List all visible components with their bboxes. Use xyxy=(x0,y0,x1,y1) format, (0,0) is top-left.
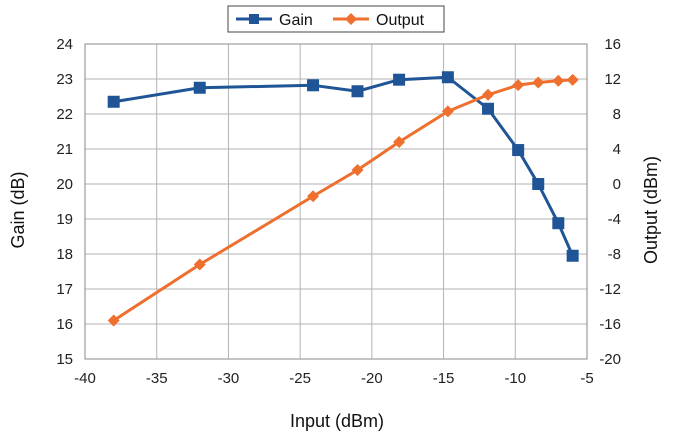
output-point xyxy=(512,79,525,92)
left-y-tick-label: 19 xyxy=(56,211,73,228)
right-y-axis-title: Output (dBm) xyxy=(641,156,661,264)
output-point xyxy=(393,136,406,148)
x-axis-title: Input (dBm) xyxy=(290,411,384,431)
output-point xyxy=(482,88,495,101)
right-y-axis-ticks: -20 -16 -12 -8 -4 0 4 8 12 16 xyxy=(599,36,621,368)
gain-point xyxy=(566,249,579,262)
plot-area xyxy=(84,43,588,360)
legend-gain-marker xyxy=(249,14,259,24)
legend-gain-label: Gain xyxy=(279,12,313,29)
left-y-tick-label: 18 xyxy=(56,246,73,263)
x-tick-label: -25 xyxy=(289,370,311,387)
gain-line xyxy=(113,75,575,257)
output-point xyxy=(532,76,545,89)
right-y-tick-label: -4 xyxy=(608,211,621,228)
series-layer xyxy=(107,71,579,327)
right-y-tick-label: 16 xyxy=(604,36,621,53)
gain-point xyxy=(307,79,320,92)
series-output xyxy=(107,73,579,327)
legend-output-label: Output xyxy=(376,12,425,29)
x-tick-label: -40 xyxy=(74,370,96,387)
output-point xyxy=(193,258,206,271)
left-y-axis-title: Gain (dB) xyxy=(8,171,28,248)
right-y-tick-label: 8 xyxy=(613,106,621,123)
left-y-tick-label: 23 xyxy=(56,71,73,88)
right-y-tick-label: -20 xyxy=(599,351,621,368)
gain-point xyxy=(482,102,495,115)
left-y-tick-label: 15 xyxy=(56,351,73,368)
right-y-tick-label: 12 xyxy=(604,71,621,88)
output-point xyxy=(107,314,120,327)
right-y-tick-label: -8 xyxy=(608,246,621,263)
right-y-tick-label: 4 xyxy=(613,141,621,158)
x-tick-label: -35 xyxy=(146,370,168,387)
output-point xyxy=(307,190,320,203)
output-line xyxy=(112,78,573,322)
right-y-tick-label: -12 xyxy=(599,281,621,298)
gain-point xyxy=(107,95,120,108)
left-y-tick-label: 16 xyxy=(56,316,73,333)
x-axis-ticks: -40 -35 -30 -25 -20 -15 -10 -5 xyxy=(74,370,594,387)
x-tick-label: -30 xyxy=(218,370,240,387)
gain-point xyxy=(512,144,525,157)
left-y-tick-label: 24 xyxy=(56,36,73,53)
output-point xyxy=(351,164,364,176)
gridlines xyxy=(84,43,588,360)
right-y-tick-label: 0 xyxy=(613,176,621,193)
series-gain xyxy=(107,71,579,262)
gain-point xyxy=(351,85,364,98)
x-tick-label: -20 xyxy=(361,370,383,387)
right-y-tick-label: -16 xyxy=(599,316,621,333)
legend-output-marker xyxy=(345,13,357,25)
x-tick-label: -5 xyxy=(580,370,593,387)
x-tick-label: -10 xyxy=(504,370,526,387)
output-point xyxy=(552,74,565,87)
left-y-axis-ticks: 15 16 17 18 19 20 21 22 23 24 xyxy=(56,36,73,368)
gain-point xyxy=(193,81,206,94)
output-point xyxy=(441,105,454,118)
x-tick-label: -15 xyxy=(433,370,455,387)
gain-point xyxy=(532,178,545,190)
gain-point xyxy=(393,73,406,86)
left-y-tick-label: 21 xyxy=(56,141,73,158)
legend: Gain Output xyxy=(227,5,445,33)
left-y-tick-label: 20 xyxy=(56,176,73,193)
gain-point xyxy=(552,217,565,230)
left-y-tick-label: 22 xyxy=(56,106,73,123)
gain-point xyxy=(441,71,454,84)
output-point xyxy=(566,73,579,86)
left-y-tick-label: 17 xyxy=(56,281,73,298)
